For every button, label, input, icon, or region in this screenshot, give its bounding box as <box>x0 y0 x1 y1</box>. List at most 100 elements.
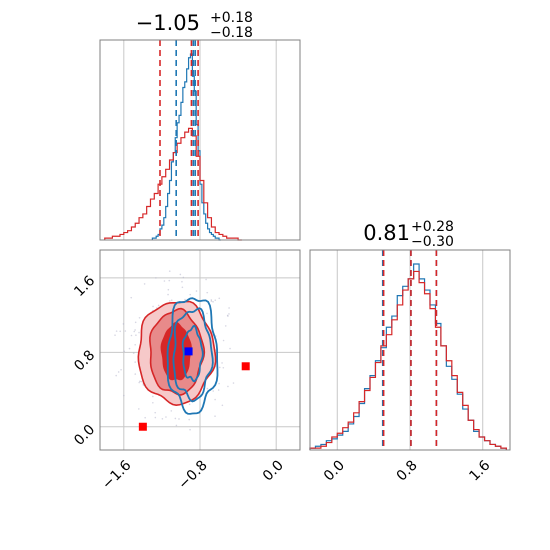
scatter-point <box>122 323 125 325</box>
scatter-point <box>163 280 166 282</box>
scatter-point <box>135 334 137 336</box>
scatter-point <box>123 394 125 397</box>
scatter-point <box>132 352 135 354</box>
scatter-point <box>123 350 126 353</box>
blue-contour-0 <box>181 324 204 383</box>
scatter-point <box>137 408 140 410</box>
scatter-point <box>222 366 225 369</box>
scatter-point <box>227 315 229 317</box>
scatter-point <box>214 415 216 417</box>
scatter-point <box>210 299 213 301</box>
scatter-point <box>152 305 154 308</box>
scatter-point <box>222 339 225 342</box>
scatter-point <box>210 300 213 302</box>
x-tick-label-0: 0.0 <box>321 457 348 484</box>
scatter-point <box>120 368 122 371</box>
scatter-point <box>134 321 137 324</box>
x-tick-labels-1: 0.0 0.8 1.6 <box>321 457 494 484</box>
scatter-point <box>128 347 131 350</box>
scatter-point <box>218 382 220 385</box>
scatter-point <box>138 381 140 384</box>
title-1-minus: −0.30 <box>411 234 454 250</box>
scatter-point <box>170 299 173 302</box>
scatter-point <box>218 366 221 369</box>
scatter-point <box>138 317 141 319</box>
scatter-point <box>212 301 214 303</box>
scatter-point <box>232 382 235 384</box>
blue-contour-2 <box>166 297 219 415</box>
scatter-point <box>167 293 169 296</box>
scatter-point <box>170 410 173 412</box>
scatter-point <box>181 280 183 283</box>
scatter-point <box>154 411 157 414</box>
scatter-point <box>184 298 186 301</box>
axes-frame-0 <box>99 39 301 241</box>
title-0-minus: −0.18 <box>210 25 253 41</box>
axes-frame-joint <box>99 249 301 451</box>
histogram-blue <box>309 263 507 450</box>
x-tick-label-1: 0.8 <box>394 457 421 484</box>
scatter-point <box>175 424 178 427</box>
scatter-point <box>229 347 231 350</box>
joint-panel: −1.6 −0.8 0.0 0.0 0.8 1.6 <box>71 249 301 493</box>
histograms-1 <box>309 263 507 450</box>
scatter-point <box>134 343 136 346</box>
scatter-point <box>117 371 120 373</box>
scatter-point <box>188 418 191 421</box>
scatter-point <box>119 330 121 333</box>
x-tick-label-2: 1.6 <box>466 457 493 484</box>
scatter-point <box>228 313 230 315</box>
axes-frame-1 <box>309 249 511 451</box>
scatter-point <box>205 278 207 281</box>
scatter-point <box>168 270 171 272</box>
grid-1 <box>336 250 484 450</box>
scatter-point <box>139 380 141 383</box>
scatter-point <box>143 283 146 285</box>
scatter-point <box>224 325 227 327</box>
scatter-point <box>154 416 157 419</box>
scatter-point <box>188 403 191 406</box>
x-tick-labels-joint: −1.6 −0.8 0.0 <box>99 457 287 492</box>
scatter-point <box>134 361 136 363</box>
marginal-panel-0: −1.05 +0.18 −0.18 <box>99 10 301 241</box>
blue-contour-1 <box>172 307 214 403</box>
scatter-point <box>130 334 133 337</box>
scatter-point <box>206 312 208 315</box>
quantile-lines-1 <box>381 250 438 450</box>
scatter-point <box>167 288 170 291</box>
scatter-point <box>134 373 137 375</box>
scatter-point <box>144 416 146 419</box>
scatter-point <box>212 390 214 392</box>
marker-square-2 <box>241 362 250 371</box>
scatter-point <box>133 330 136 333</box>
scatter-point <box>157 304 160 307</box>
quantile-lines-0 <box>159 40 199 240</box>
histogram-blue <box>151 53 221 241</box>
grid-0 <box>123 40 277 240</box>
title-1-plus: +0.28 <box>411 219 454 235</box>
title-1-median: 0.81 <box>363 221 410 245</box>
markers <box>138 347 250 431</box>
scatter-point <box>189 293 192 296</box>
title-0-plus: +0.18 <box>210 10 253 26</box>
scatter-point <box>214 398 216 401</box>
scatter-point <box>214 299 217 302</box>
scatter-point <box>114 334 116 336</box>
marginal-panel-1: 0.81 +0.28 −0.30 0.0 0.8 1.6 <box>309 219 511 484</box>
scatter-point <box>152 395 154 398</box>
scatter-point <box>206 291 209 294</box>
scatter-point <box>124 330 127 332</box>
scatter-point <box>218 297 221 300</box>
scatter-point <box>174 417 177 420</box>
x-tick-label-0: −1.6 <box>99 457 134 492</box>
scatter-point <box>182 276 185 279</box>
contours <box>137 297 219 415</box>
scatter-point <box>165 416 167 418</box>
scatter-point <box>134 329 136 331</box>
scatter-point <box>130 296 133 299</box>
scatter-point <box>195 290 198 292</box>
scatter-point <box>217 389 220 391</box>
marker-square-1 <box>138 422 147 431</box>
scatter-point <box>168 279 171 282</box>
